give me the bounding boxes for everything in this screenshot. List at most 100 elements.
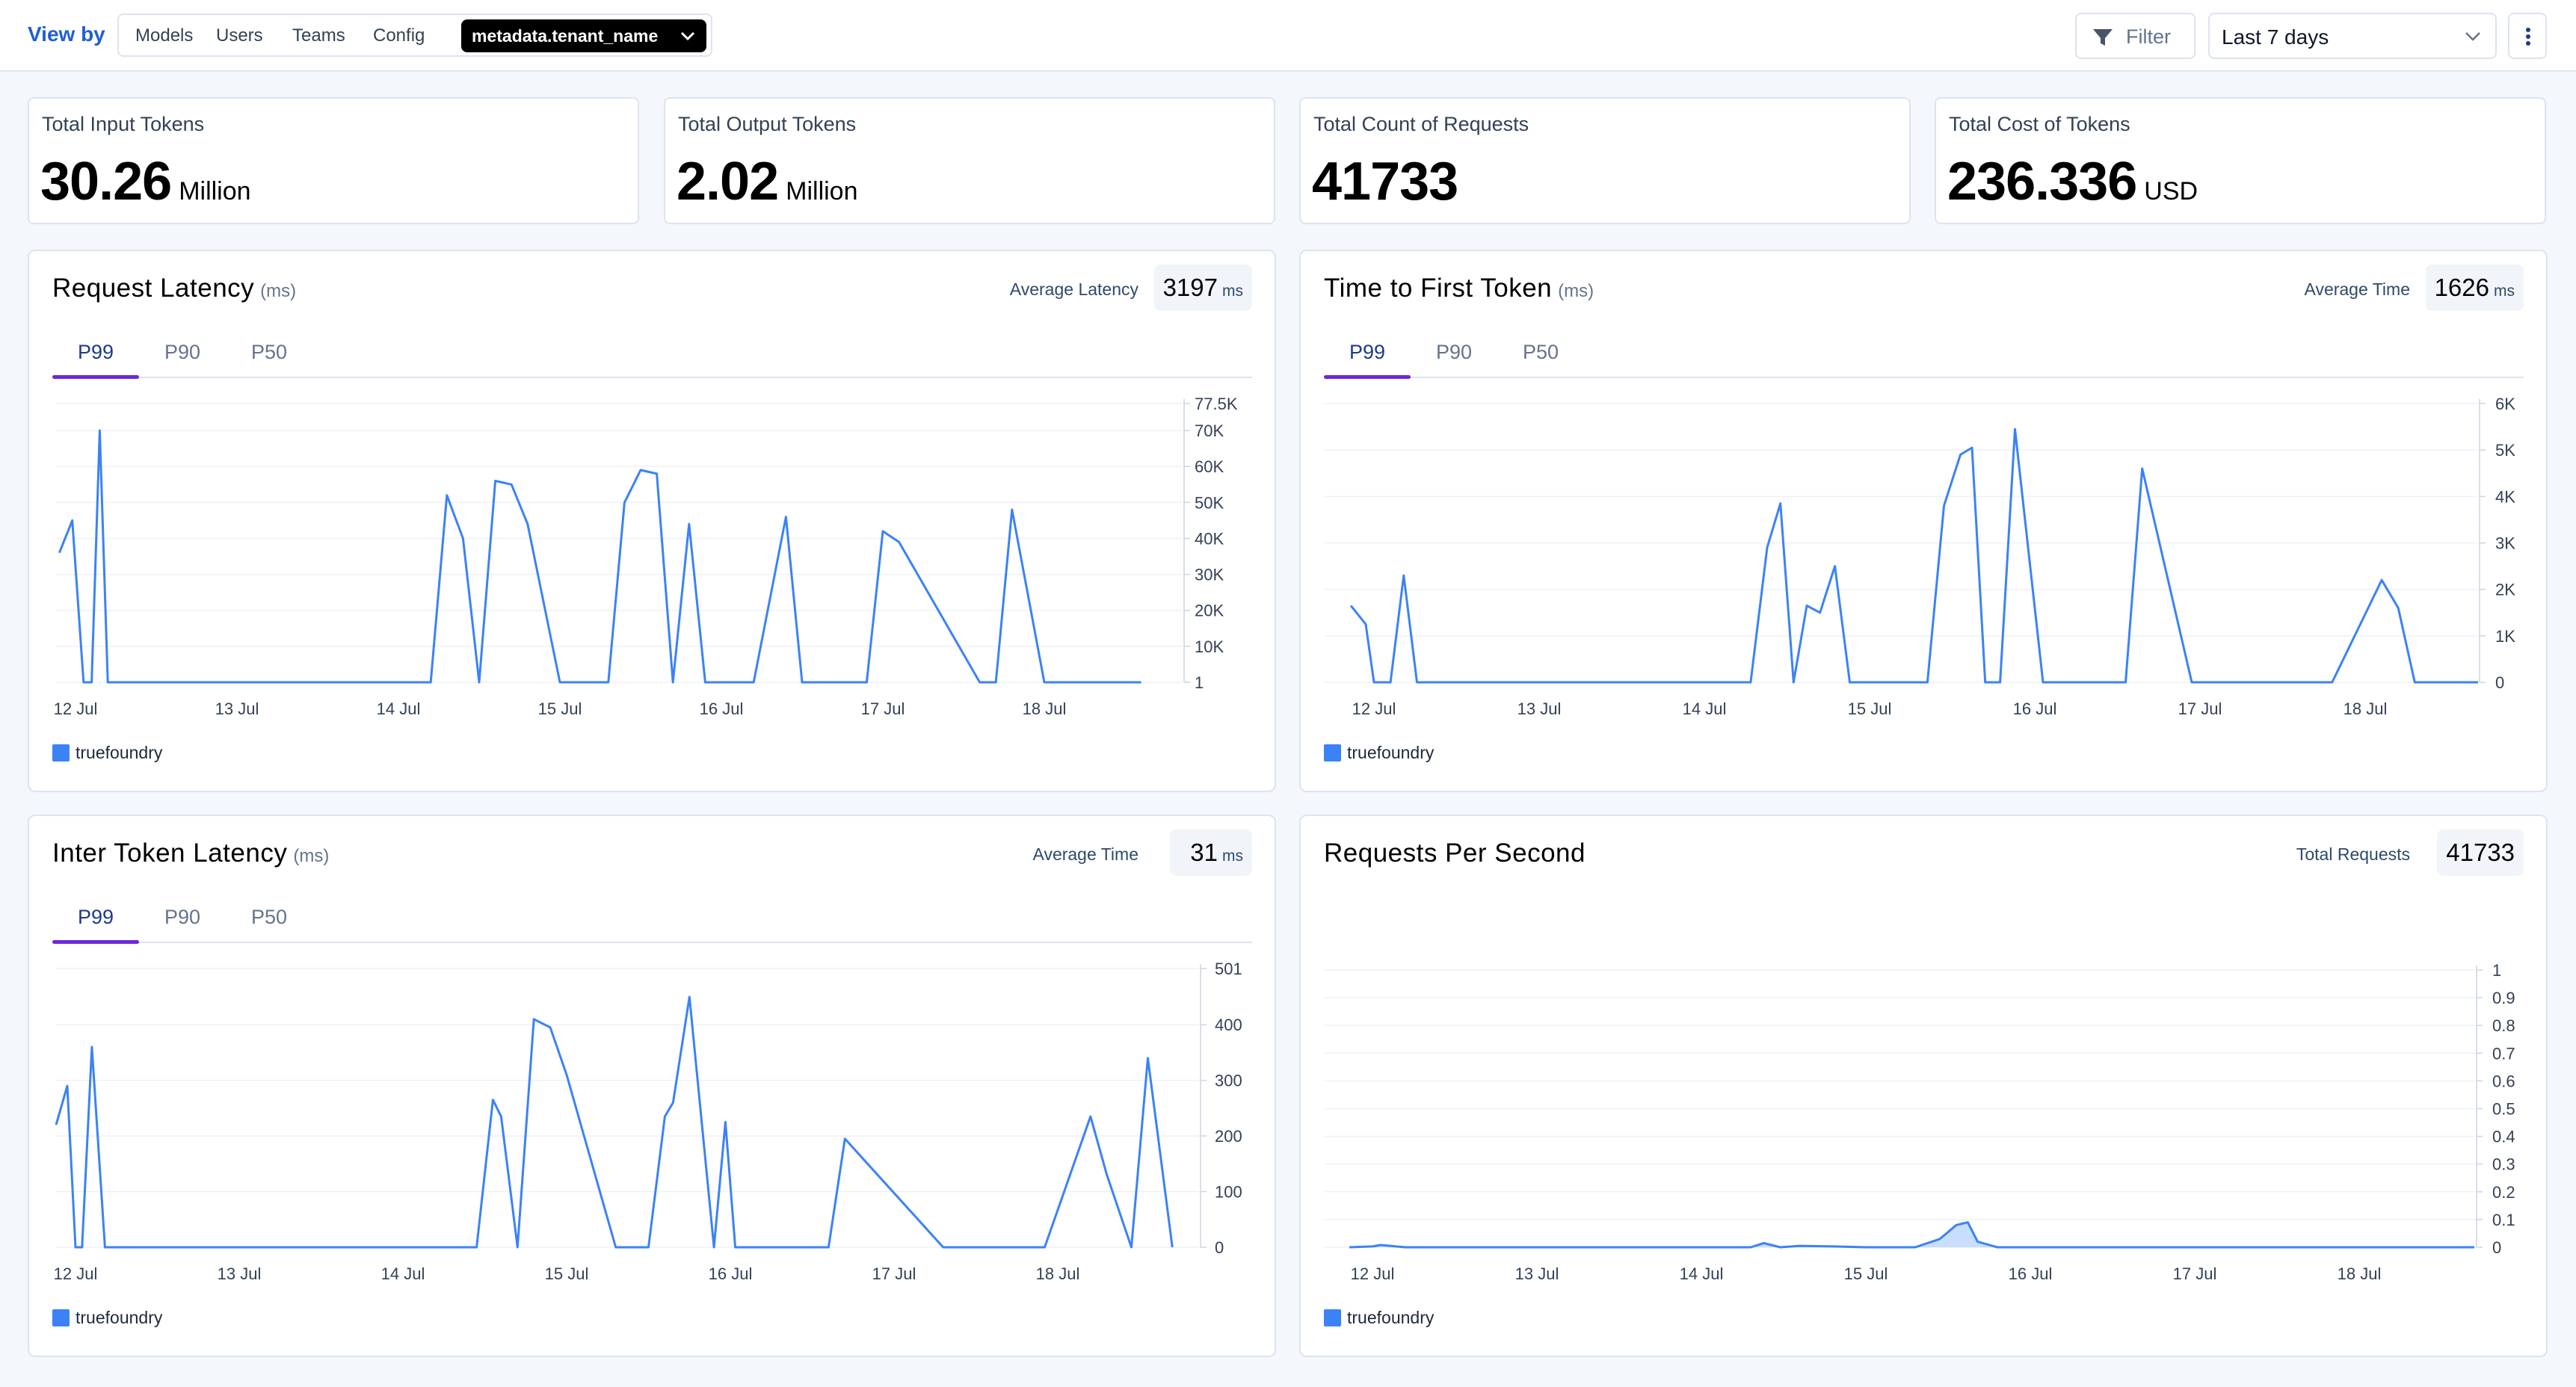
legend-swatch [1324,1309,1341,1326]
x-tick-label: 13 Jul [1515,1264,1559,1283]
chart-title-text: Time to First Token [1324,274,1553,303]
x-tick-label: 17 Jul [872,1264,916,1283]
filter-icon [2093,29,2113,46]
area-chart-requests-per-second: 0 0.1 0.2 0.3 0.4 0.5 0.6 0.7 0.8 0.9 1 12 Jul 13 Ju… [1325,961,2515,1283]
tab-p50[interactable]: P50 [1522,341,1559,363]
tab-p99[interactable]: P99 [1349,341,1386,363]
legend-swatch [52,744,70,762]
y-tick-label: 100 [1215,1183,1242,1202]
chart-title-unit: (ms) [293,846,330,866]
line-chart-request-latency: 1 10K 20K 30K 40K 50K 60K 70K 77.5K 12 Jul 13 Jul 1… [54,395,1238,718]
percentile-tabs: P99 P90 P50 [1324,330,2524,379]
summary-value-box: 1626 ms [2425,265,2524,311]
summary-label: Average Time [2304,279,2410,299]
stat-value: 41733 [1312,152,1458,211]
chevron-down-icon [2465,32,2480,41]
summary-label: Total Requests [2296,844,2410,864]
series-line [58,429,1141,684]
tab-p99[interactable]: P99 [77,341,114,363]
y-tick-label: 50K [1195,493,1224,512]
stat-value: 236.336 [1947,152,2137,211]
y-tick-label: 300 [1215,1072,1242,1090]
x-tick-label: 12 Jul [1352,699,1396,718]
tab-p50[interactable]: P50 [250,906,288,928]
tab-p90[interactable]: P90 [1435,341,1473,363]
filter-button-label: Filter [2126,25,2171,48]
stat-card-output-tokens: Total Output Tokens 2.02 Million [664,97,1275,224]
tab-p90[interactable]: P90 [164,341,201,363]
stat-value-wrap: 41733 [1312,151,1458,212]
summary-value: 41733 [2446,838,2515,866]
y-tick-label: 2K [2495,581,2515,599]
segment-teams[interactable]: Teams [292,25,345,46]
y-tick-label: 1 [2492,961,2501,980]
y-tick-label: 20K [1195,602,1224,620]
y-tick-label: 0 [2495,673,2504,692]
chart-title: Requests Per Second [1324,838,1586,868]
x-tick-label: 12 Jul [54,1264,98,1283]
chart-title-text: Inter Token Latency [52,838,288,868]
y-tick-label: 10K [1195,637,1224,656]
active-tab-indicator [1324,375,1411,379]
y-tick-label: 4K [2495,487,2515,506]
stat-card-input-tokens: Total Input Tokens 30.26 Million [28,97,639,224]
view-by-segmented-control: Models Users Teams Config metadata.tenan… [117,13,712,57]
x-tick-label: 18 Jul [2338,1264,2382,1283]
summary-value-box: 3197 ms [1153,265,1252,311]
y-tick-label: 0.3 [2492,1155,2515,1174]
y-tick-label: 40K [1195,529,1224,548]
x-tick-label: 18 Jul [2344,699,2388,718]
segment-models[interactable]: Models [135,25,194,46]
y-tick-label: 0.1 [2492,1211,2515,1229]
summary-value: 3197 [1162,274,1218,301]
y-tick-label: 5K [2495,441,2515,460]
view-by-label: View by [28,22,105,46]
x-tick-label: 18 Jul [1036,1264,1080,1283]
x-tick-label: 14 Jul [377,699,421,718]
y-tick-label: 0.8 [2492,1016,2515,1035]
legend-label: truefoundry [1347,1308,1435,1327]
line-chart-time-to-first-token: 0 1K 2K 3K 4K 5K 6K 12 Jul 13 Jul 14 Jul 15 Jul 16 … [1325,395,2515,718]
y-tick-label: 30K [1195,566,1224,584]
segment-users[interactable]: Users [216,25,263,46]
chart-legend: truefoundry [52,1308,162,1328]
chart-legend: truefoundry [1324,1308,1434,1328]
summary-unit: ms [1222,847,1243,865]
y-tick-label: 400 [1215,1016,1242,1034]
summary-unit: ms [2494,282,2515,300]
filter-button[interactable]: Filter [2075,13,2196,59]
summary-value-box: 41733 [2437,830,2524,876]
x-tick-label: 14 Jul [1680,1264,1724,1283]
y-tick-label: 0 [1215,1238,1224,1257]
y-tick-label: 0.7 [2492,1044,2515,1063]
x-tick-label: 13 Jul [218,1264,262,1283]
x-tick-label: 14 Jul [381,1264,425,1283]
time-range-select[interactable]: Last 7 days [2208,13,2497,59]
x-tick-label: 12 Jul [54,699,98,718]
stat-card-token-cost: Total Cost of Tokens 236.336 USD [1935,97,2546,224]
tab-p99[interactable]: P99 [77,906,114,928]
y-tick-label: 1 [1195,673,1204,692]
y-tick-label: 70K [1195,421,1224,440]
tab-p90[interactable]: P90 [164,906,201,928]
series-line [55,995,1174,1249]
chart-legend: truefoundry [1324,743,1434,763]
y-tick-label: 6K [2495,395,2515,413]
chart-legend: truefoundry [52,743,162,763]
tab-p50[interactable]: P50 [250,341,288,363]
segment-config[interactable]: Config [373,25,425,46]
more-options-button[interactable] [2508,13,2547,59]
y-tick-label: 3K [2495,534,2515,553]
chart-title-unit: (ms) [260,281,297,301]
chevron-down-icon [680,31,695,41]
chart-title: Inter Token Latency (ms) [52,838,329,868]
summary-label: Average Time [1032,844,1138,864]
chart-title-text: Requests Per Second [1324,838,1586,868]
summary-value-box: 31 ms [1170,830,1252,876]
percentile-tabs: P99 P90 P50 [52,895,1252,944]
x-tick-label: 15 Jul [1848,699,1892,718]
stat-unit: USD [2144,177,2198,206]
summary-value: 31 [1190,838,1218,866]
segment-metadata-dropdown[interactable]: metadata.tenant_name [461,19,706,52]
x-tick-label: 17 Jul [2173,1264,2217,1283]
